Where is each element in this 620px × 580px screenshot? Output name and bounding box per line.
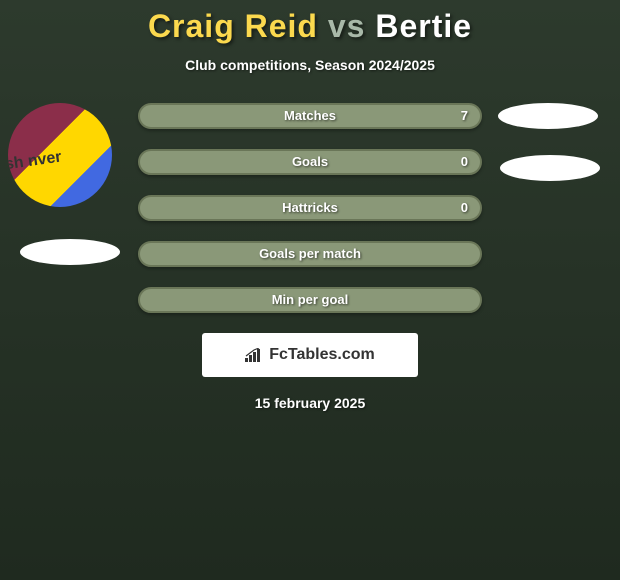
player1-avatar bbox=[8, 103, 112, 207]
stat-bar-matches: Matches 7 bbox=[138, 103, 482, 129]
subtitle: Club competitions, Season 2024/2025 bbox=[0, 57, 620, 73]
chart-icon bbox=[245, 348, 263, 362]
stat-value: 0 bbox=[461, 197, 468, 219]
stat-bar-hattricks: Hattricks 0 bbox=[138, 195, 482, 221]
stat-label: Hattricks bbox=[140, 197, 480, 219]
player2-ellipse-2 bbox=[500, 155, 600, 181]
vs-text: vs bbox=[328, 8, 366, 44]
branding-badge: FcTables.com bbox=[202, 333, 418, 377]
page-title: Craig Reid vs Bertie bbox=[0, 0, 620, 45]
stat-bar-goals: Goals 0 bbox=[138, 149, 482, 175]
stat-bar-mpg: Min per goal bbox=[138, 287, 482, 313]
player1-name-ellipse bbox=[20, 239, 120, 265]
date-text: 15 february 2025 bbox=[0, 395, 620, 411]
stat-label: Matches bbox=[140, 105, 480, 127]
player1-name: Craig Reid bbox=[148, 8, 318, 44]
stat-value: 7 bbox=[461, 105, 468, 127]
player2-name: Bertie bbox=[375, 8, 472, 44]
stats-container: Matches 7 Goals 0 Hattricks 0 Goals per … bbox=[138, 103, 482, 313]
stat-label: Min per goal bbox=[140, 289, 480, 311]
player2-ellipse-1 bbox=[498, 103, 598, 129]
stat-label: Goals bbox=[140, 151, 480, 173]
main-content: Matches 7 Goals 0 Hattricks 0 Goals per … bbox=[0, 103, 620, 411]
stat-value: 0 bbox=[461, 151, 468, 173]
stat-bar-gpm: Goals per match bbox=[138, 241, 482, 267]
brand-text: FcTables.com bbox=[269, 346, 375, 364]
stat-label: Goals per match bbox=[140, 243, 480, 265]
